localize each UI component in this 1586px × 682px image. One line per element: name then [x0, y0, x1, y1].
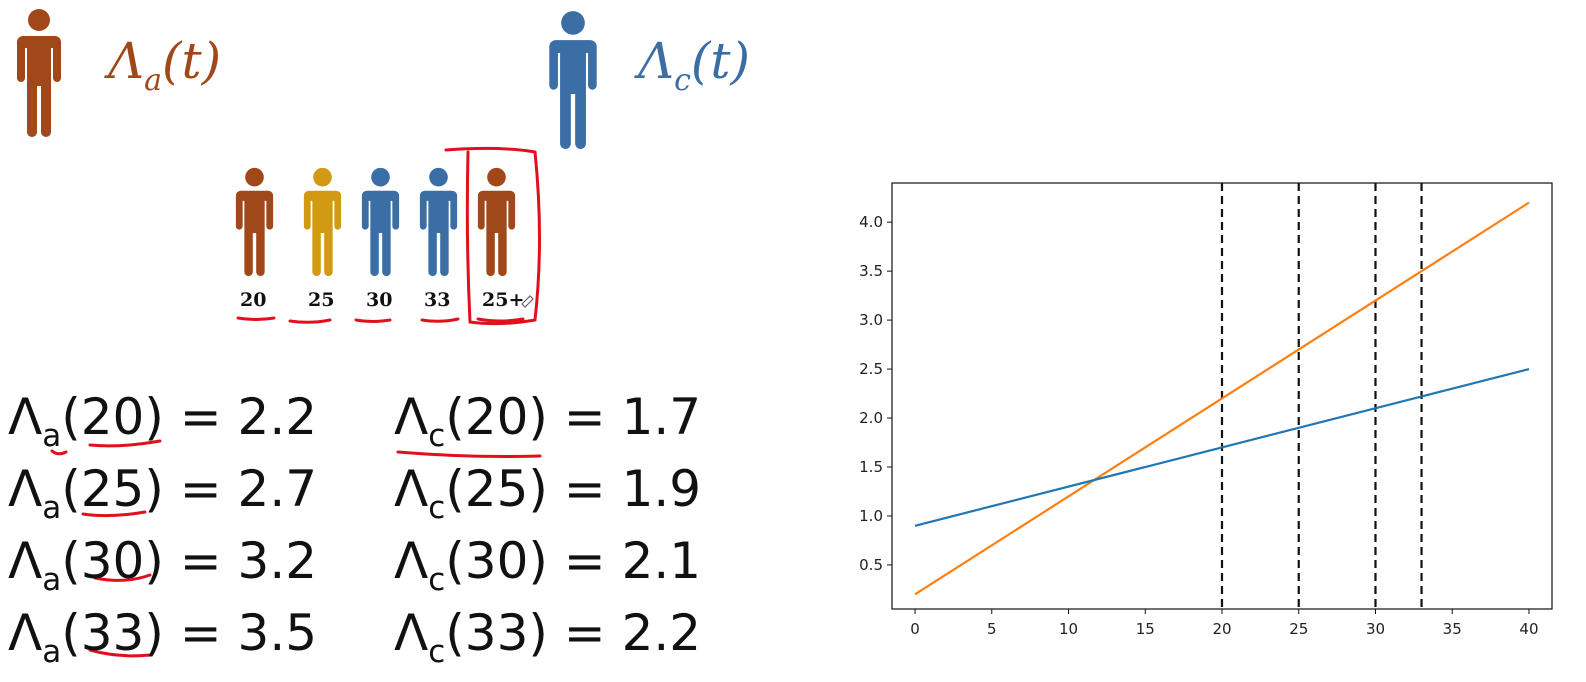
person-25-age-label: 25: [308, 289, 335, 311]
equation-a-20: Λa(20) = 2.2: [8, 388, 318, 454]
person-33-age-label: 33: [424, 289, 451, 311]
ytick-label-2.5: 2.5: [859, 360, 883, 378]
ytick-label-2: 2.0: [859, 409, 883, 427]
xtick-label-5: 5: [987, 620, 997, 638]
equation-c-33: Λc(33) = 2.2: [394, 604, 702, 670]
xtick-label-40: 40: [1519, 620, 1538, 638]
xtick-label-10: 10: [1059, 620, 1078, 638]
xtick-label-25: 25: [1289, 620, 1308, 638]
equation-a-33: Λa(33) = 3.5: [8, 604, 318, 670]
xtick-label-30: 30: [1366, 620, 1385, 638]
equation-a-25: Λa(25) = 2.7: [8, 460, 318, 526]
ytick-label-3: 3.0: [859, 311, 883, 329]
xtick-label-0: 0: [910, 620, 920, 638]
ytick-label-0.5: 0.5: [859, 556, 883, 574]
ytick-label-1.5: 1.5: [859, 458, 883, 476]
equation-c-30: Λc(30) = 2.1: [394, 532, 702, 598]
lambda-c-label: Λc(t): [638, 32, 751, 98]
series-line-0: [914, 201, 1530, 596]
xtick-label-35: 35: [1443, 620, 1462, 638]
lambda-a-label: Λa(t): [108, 32, 222, 98]
equation-a-30: Λa(30) = 3.2: [8, 532, 318, 598]
xtick-label-20: 20: [1212, 620, 1231, 638]
equation-c-20: Λc(20) = 1.7: [394, 388, 702, 454]
person-30-age-label: 30: [366, 289, 393, 311]
person-25-plus-age-label: 25+: [482, 289, 525, 311]
hazard-chart: 0 5 10 15 20 25 30 35 40 0.5 1.0 1.5 2.0 2.5 3.0 3.5 4.0: [859, 182, 1553, 638]
annotation-marks: [50, 146, 542, 658]
series-line-1: [914, 368, 1530, 527]
equation-c-25: Λc(25) = 1.9: [394, 460, 702, 526]
ytick-label-4: 4.0: [859, 213, 883, 231]
ytick-label-1: 1.0: [859, 507, 883, 525]
xtick-label-15: 15: [1136, 620, 1155, 638]
person-20-age-label: 20: [240, 289, 267, 311]
ytick-label-3.5: 3.5: [859, 262, 883, 280]
